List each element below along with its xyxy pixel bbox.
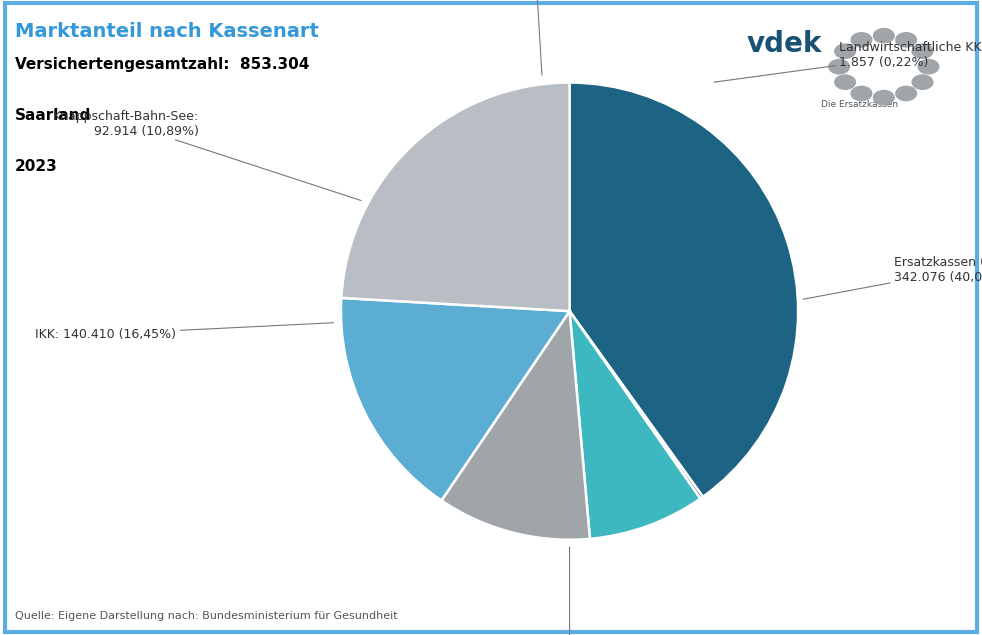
Wedge shape — [570, 311, 700, 539]
Text: BKK: 70.596 (8,27%): BKK: 70.596 (8,27%) — [470, 0, 601, 75]
Circle shape — [912, 44, 933, 58]
Text: IKK: 140.410 (16,45%): IKK: 140.410 (16,45%) — [35, 323, 334, 340]
Wedge shape — [341, 298, 570, 500]
Circle shape — [912, 75, 933, 90]
Circle shape — [873, 29, 894, 43]
Text: Die Ersatzkassen: Die Ersatzkassen — [821, 100, 898, 109]
Circle shape — [829, 60, 849, 74]
Wedge shape — [570, 311, 703, 498]
Text: Landwirtschaftliche KK:
1.857 (0,22%): Landwirtschaftliche KK: 1.857 (0,22%) — [714, 41, 982, 82]
Circle shape — [896, 86, 916, 100]
Circle shape — [873, 91, 894, 105]
Circle shape — [918, 60, 939, 74]
Wedge shape — [442, 311, 590, 540]
Text: Knappschaft-Bahn-See:
92.914 (10,89%): Knappschaft-Bahn-See: 92.914 (10,89%) — [53, 110, 361, 201]
Text: 2023: 2023 — [15, 159, 58, 174]
Wedge shape — [342, 83, 570, 311]
Text: Marktanteil nach Kassenart: Marktanteil nach Kassenart — [15, 22, 318, 41]
Circle shape — [851, 33, 872, 47]
Circle shape — [896, 33, 916, 47]
Text: Saarland: Saarland — [15, 108, 91, 123]
Text: vdek: vdek — [746, 30, 822, 58]
Text: AOK: 205.451 (24,08%): AOK: 205.451 (24,08%) — [496, 547, 643, 635]
Circle shape — [835, 44, 855, 58]
Circle shape — [835, 75, 855, 90]
Circle shape — [851, 86, 872, 100]
Text: Quelle: Eigene Darstellung nach: Bundesministerium für Gesundheit: Quelle: Eigene Darstellung nach: Bundesm… — [15, 611, 398, 621]
Text: Ersatzkassen (vdek):
342.076 (40,09%): Ersatzkassen (vdek): 342.076 (40,09%) — [803, 256, 982, 299]
Text: Versichertengesamtzahl:  853.304: Versichertengesamtzahl: 853.304 — [15, 57, 309, 72]
Wedge shape — [570, 83, 798, 497]
